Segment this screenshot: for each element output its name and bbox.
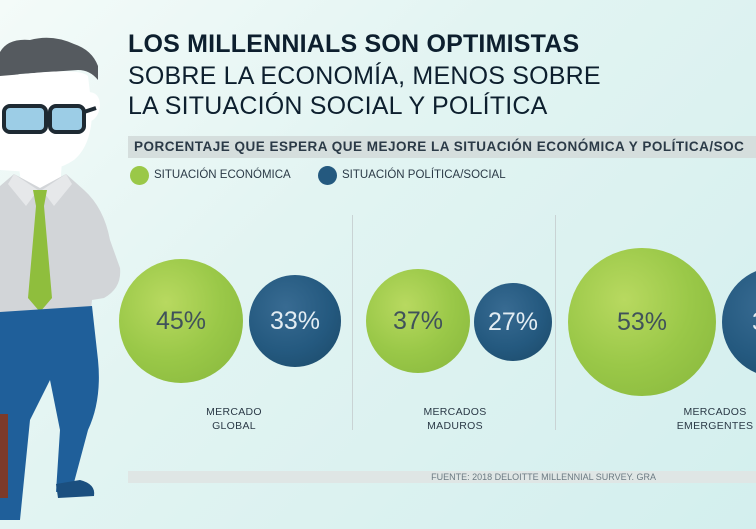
- subtitle: PORCENTAJE QUE ESPERA QUE MEJORE LA SITU…: [134, 139, 745, 154]
- bubble-politica-emergentes: 3: [722, 267, 756, 377]
- group-label-line: MERCADOS: [423, 406, 487, 418]
- group-label-line: EMERGENTES: [676, 420, 754, 432]
- legend-label-politica: SITUACIÓN POLÍTICA/SOCIAL: [342, 169, 506, 181]
- bubble-label: 37%: [392, 306, 444, 335]
- source-note: FUENTE: 2018 DELOITTE MILLENNIAL SURVEY.…: [431, 472, 656, 482]
- group-label-emergentes: MERCADOS EMERGENTES: [640, 405, 756, 433]
- legend-item-politica: SITUACIÓN POLÍTICA/SOCIAL: [318, 165, 506, 185]
- millennial-illustration: [0, 37, 121, 520]
- tie: [28, 190, 52, 312]
- green-dot-icon: [130, 165, 149, 185]
- group-label-line: GLOBAL: [212, 420, 256, 432]
- bubble-label: 27%: [487, 307, 539, 336]
- group-label-line: MERCADO: [206, 406, 262, 418]
- bubble-politica-maduros: 27%: [474, 283, 552, 361]
- glasses-left-lens: [2, 104, 48, 134]
- legend-item-economica: SITUACIÓN ECONÓMICA: [130, 165, 291, 185]
- group-divider: [555, 215, 556, 430]
- group-label-line: MADUROS: [427, 420, 483, 432]
- bubble-label: 3: [752, 308, 756, 337]
- glasses-arm: [83, 106, 97, 114]
- glasses-right-lens: [48, 104, 86, 134]
- title-line-3: LA SITUACIÓN SOCIAL Y POLÍTICA: [128, 92, 548, 120]
- legend-label-economica: SITUACIÓN ECONÓMICA: [154, 169, 291, 181]
- bubble-label: 53%: [616, 307, 668, 336]
- bubble-economica-emergentes: 53%: [568, 248, 716, 396]
- collar-right: [42, 174, 72, 206]
- group-label-global: MERCADO GLOBAL: [159, 405, 309, 433]
- bubble-politica-global: 33%: [249, 275, 341, 367]
- subtitle-bar: PORCENTAJE QUE ESPERA QUE MEJORE LA SITU…: [128, 136, 756, 158]
- title-line-1: LOS MILLENNIALS SON OPTIMISTAS: [128, 30, 580, 58]
- pants: [0, 306, 99, 520]
- footer-bar: FUENTE: 2018 DELOITTE MILLENNIAL SURVEY.…: [128, 471, 756, 483]
- shoe: [56, 480, 95, 498]
- bubble-politica-emergentes-clip: 3: [722, 267, 756, 377]
- briefcase: [0, 414, 8, 498]
- group-label-maduros: MERCADOS MADUROS: [380, 405, 530, 433]
- group-divider: [352, 215, 353, 430]
- title-line-2: SOBRE LA ECONOMÍA, MENOS SOBRE: [128, 62, 601, 90]
- hair: [0, 37, 98, 80]
- bubble-economica-global: 45%: [119, 259, 243, 383]
- bubble-economica-maduros: 37%: [366, 269, 470, 373]
- group-label-line: MERCADOS: [683, 406, 747, 418]
- bubble-label: 45%: [155, 306, 207, 335]
- collar-left: [8, 174, 38, 206]
- blue-dot-icon: [318, 165, 337, 185]
- bubble-label: 33%: [269, 306, 321, 335]
